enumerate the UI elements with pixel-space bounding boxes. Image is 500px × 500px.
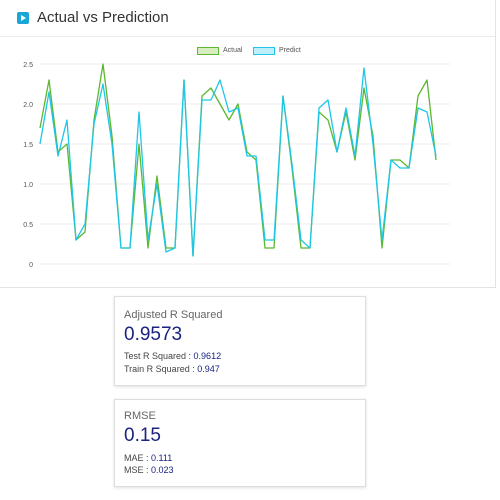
chart-card-header: Actual vs Prediction	[0, 0, 495, 37]
y-tick-label: 1.0	[23, 182, 33, 189]
test-r-squared-value: 0.9612	[193, 351, 222, 361]
rmse-value: 0.15	[124, 425, 161, 446]
y-tick-label: 1.5	[23, 142, 33, 149]
mae-value: 0.111	[151, 453, 173, 463]
mae-line: MAE : 0.111	[124, 453, 172, 463]
legend-label-actual: Actual	[223, 47, 243, 54]
adjusted-r-squared-value: 0.9573	[124, 324, 183, 345]
legend-label-predict: Predict	[279, 47, 301, 54]
test-r-squared-line: Test R Squared : 0.9612	[124, 351, 221, 361]
chart-legend: Actual Predict	[0, 46, 495, 58]
line-chart: 0 0.5 1.0 1.5 2.0 2.5	[23, 62, 450, 269]
series-line-actual[interactable]	[39, 63, 437, 257]
chart-card: Actual vs Prediction Actual Predict 0 0.5…	[0, 0, 496, 288]
legend-swatch-predict	[253, 47, 275, 55]
mae-label: MAE :	[124, 453, 152, 463]
train-r-squared-line: Train R Squared : 0.947	[124, 364, 220, 374]
mse-value: 0.023	[151, 465, 174, 475]
test-r-squared-label: Test R Squared :	[124, 351, 194, 361]
train-r-squared-value: 0.947	[197, 364, 220, 374]
chart-card-title: Actual vs Prediction	[37, 9, 169, 26]
adjusted-r-squared-title: Adjusted R Squared	[124, 309, 223, 321]
y-tick-label: 0.5	[23, 222, 33, 229]
mse-label: MSE :	[124, 465, 152, 475]
y-tick-label: 0	[29, 262, 33, 269]
series-line-predict[interactable]	[39, 67, 437, 257]
play-icon	[17, 12, 29, 24]
adjusted-r-squared-card: Adjusted R Squared 0.9573 Test R Squared…	[114, 296, 366, 386]
mse-line: MSE : 0.023	[124, 465, 174, 475]
train-r-squared-label: Train R Squared :	[124, 364, 198, 374]
y-tick-label: 2.0	[23, 102, 33, 109]
legend-swatch-actual	[197, 47, 219, 55]
y-tick-label: 2.5	[23, 62, 33, 69]
rmse-card: RMSE 0.15 MAE : 0.111 MSE : 0.023	[114, 399, 366, 487]
rmse-title: RMSE	[124, 410, 156, 422]
